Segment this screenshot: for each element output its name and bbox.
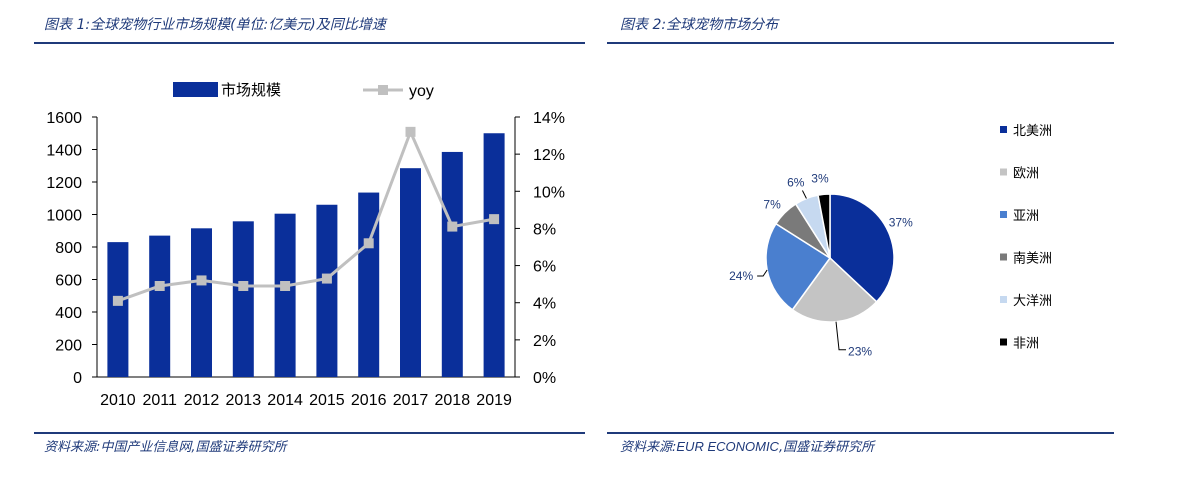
legend-swatch-2 <box>1000 211 1007 218</box>
pie-label-0: 37% <box>889 216 913 230</box>
right-title-rule <box>607 42 1114 44</box>
yoy-point-2012 <box>196 275 207 286</box>
bar-2015 <box>316 204 338 377</box>
bar-line-chart: 0 200 400 600 800 1000 1200 1400 1600 0% 2% 4% 6% 8% 1… <box>46 82 565 409</box>
bar-2016 <box>358 192 380 377</box>
legend-label-1: 欧洲 <box>1013 166 1039 181</box>
yoy-point-2018 <box>447 221 458 232</box>
yoy-point-2013 <box>238 281 249 291</box>
x-tick-label: 2012 <box>184 392 220 409</box>
pie-leader-line-4 <box>801 190 807 199</box>
legend-swatch-3 <box>1000 253 1007 261</box>
x-tick-label: 2013 <box>226 392 262 409</box>
bar-2012 <box>191 228 212 377</box>
x-tick-label: 2018 <box>435 392 471 409</box>
bar-2014 <box>274 213 296 377</box>
pie-label-5: 3% <box>811 171 829 185</box>
legend-swatch-4 <box>1000 296 1007 303</box>
right-tick-label: 14% <box>533 110 565 127</box>
legend-label-2: 亚洲 <box>1013 208 1039 223</box>
x-tick-label: 2016 <box>351 392 387 409</box>
right-tick-label: 6% <box>533 259 556 276</box>
legend-swatch-yoy-marker <box>378 85 388 95</box>
legend-label-market-size: 市场规模 <box>221 82 281 99</box>
x-tick-label: 2011 <box>142 392 177 409</box>
right-source-suffix: ,国盛证券研究所 <box>778 440 875 455</box>
left-tick-label: 1400 <box>46 143 82 160</box>
legend-label-3: 南美洲 <box>1013 251 1052 266</box>
x-tick-label: 2010 <box>100 392 136 409</box>
x-tick-label: 2019 <box>476 392 512 409</box>
left-title-rule <box>34 42 585 44</box>
right-tick-label: 12% <box>533 147 565 164</box>
legend-label-0: 北美洲 <box>1013 123 1052 138</box>
pie-slice-0 <box>829 193 895 303</box>
bar-2018 <box>441 151 463 377</box>
bar-2011 <box>149 235 171 377</box>
pie-leader-line-1 <box>835 321 847 351</box>
left-tick-label: 1000 <box>46 208 82 225</box>
right-tick-label: 4% <box>533 296 556 313</box>
left-tick-label: 800 <box>55 240 82 257</box>
left-tick-label: 0 <box>73 370 82 387</box>
pie-slice-1 <box>791 256 878 323</box>
right-tick-label: 10% <box>533 184 565 201</box>
yoy-point-2019 <box>489 214 500 225</box>
pie-label-3: 7% <box>763 198 781 212</box>
legend-swatch-market-size <box>173 82 218 97</box>
right-tick-label: 2% <box>533 333 556 350</box>
left-tick-label: 1600 <box>46 110 82 127</box>
legend-swatch-1 <box>1000 168 1007 176</box>
pie-leader-line-2 <box>757 269 768 277</box>
left-chart-title: 图表 1:全球宠物行业市场规模(单位:亿美元)及同比增速 <box>44 17 386 33</box>
legend-label-4: 大洋洲 <box>1013 293 1052 308</box>
legend-swatch-0 <box>1000 126 1007 133</box>
right-source-prefix: 资料来源: <box>620 440 677 455</box>
yoy-point-2015 <box>321 273 332 284</box>
bar-2017 <box>400 168 421 377</box>
left-tick-label: 400 <box>55 305 82 322</box>
right-source-note: 资料来源:EUR ECONOMIC,国盛证券研究所 <box>620 436 874 455</box>
x-tick-label: 2017 <box>393 392 429 409</box>
yoy-line <box>117 127 495 303</box>
legend-label-5: 非洲 <box>1013 336 1039 351</box>
bar-2010 <box>107 242 129 377</box>
left-source-rule <box>34 432 585 434</box>
legend-label-yoy: yoy <box>409 83 434 100</box>
yoy-point-2016 <box>363 238 374 249</box>
bar-2013 <box>232 221 254 377</box>
right-source-brand: EUR ECONOMIC <box>676 439 779 454</box>
right-source-rule <box>607 432 1114 434</box>
right-chart-title: 图表 2:全球宠物市场分布 <box>620 17 779 33</box>
pie-label-2: 24% <box>729 269 753 283</box>
left-tick-label: 1200 <box>46 175 82 192</box>
left-tick-label: 200 <box>55 338 82 355</box>
left-source-note: 资料来源:中国产业信息网,国盛证券研究所 <box>44 440 287 455</box>
x-tick-label: 2014 <box>267 392 303 409</box>
pie-label-4: 6% <box>787 175 805 189</box>
right-tick-label: 8% <box>533 221 556 238</box>
legend-swatch-5 <box>1000 338 1007 346</box>
left-tick-label: 600 <box>55 273 82 290</box>
yoy-point-2017 <box>405 126 416 137</box>
yoy-point-2014 <box>280 281 291 291</box>
pie-slice-2 <box>765 222 832 311</box>
right-tick-label: 0% <box>533 370 556 387</box>
x-tick-label: 2015 <box>309 392 345 409</box>
pie-label-1: 23% <box>848 345 872 359</box>
pie-slice-5 <box>817 193 831 259</box>
yoy-point-2011 <box>154 281 165 291</box>
yoy-point-2010 <box>112 295 123 306</box>
bar-2019 <box>483 133 505 377</box>
